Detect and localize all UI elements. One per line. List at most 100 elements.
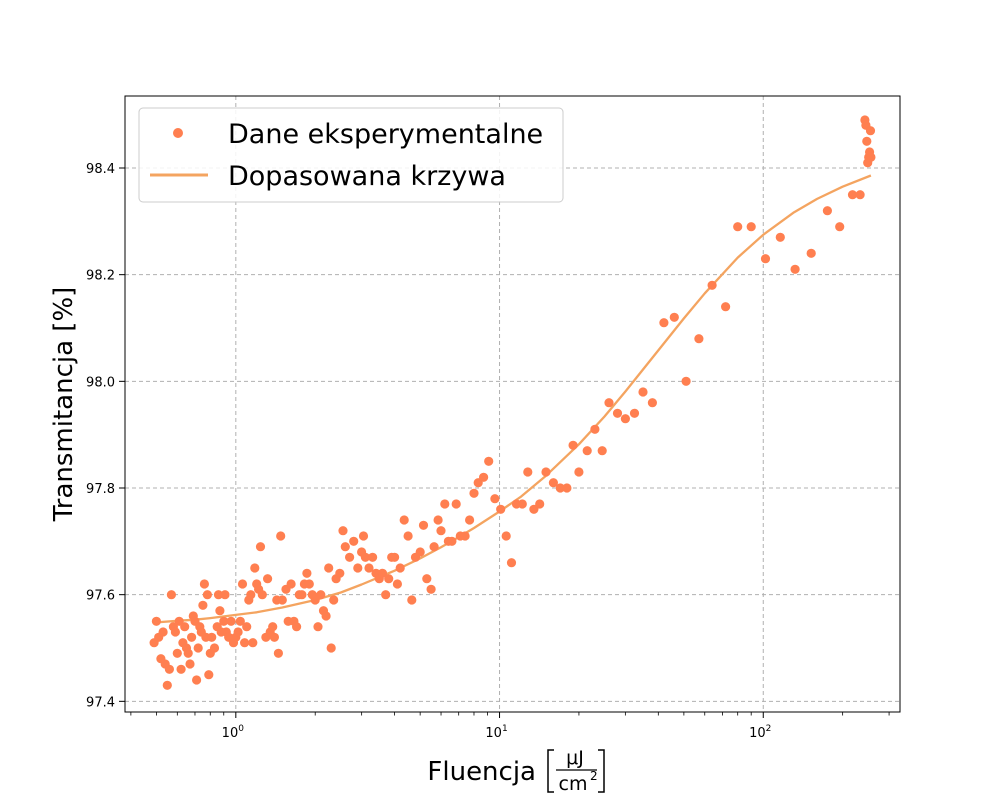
data-point	[263, 574, 273, 584]
data-point	[638, 387, 648, 397]
data-point	[590, 424, 600, 434]
data-point	[377, 568, 388, 578]
data-point	[490, 494, 500, 504]
data-point	[302, 568, 312, 578]
data-point	[582, 446, 592, 456]
x-axis-label: Fluencja	[427, 757, 536, 787]
data-point	[335, 568, 345, 578]
data-point	[555, 483, 565, 493]
data-point	[465, 515, 475, 525]
data-point	[202, 590, 212, 600]
data-point	[496, 504, 506, 514]
legend: Dane eksperymentalne Dopasowana krzywa	[138, 107, 564, 203]
data-point	[806, 248, 816, 258]
data-point	[426, 584, 436, 594]
data-point	[276, 531, 286, 541]
data-point	[292, 622, 302, 632]
data-point	[304, 579, 314, 589]
data-point	[612, 408, 623, 418]
x-tick-exponent: 1	[502, 724, 508, 734]
data-point	[681, 376, 691, 386]
data-point	[242, 622, 252, 632]
data-point	[220, 590, 230, 600]
data-point	[647, 398, 658, 408]
y-tick-label: 98.2	[86, 269, 115, 284]
data-point	[523, 467, 533, 477]
data-point	[479, 472, 489, 482]
y-tick-label: 98.4	[86, 162, 115, 177]
data-point	[277, 595, 287, 605]
scatter-points-layer	[149, 115, 876, 690]
data-point	[451, 499, 461, 509]
data-point	[358, 531, 369, 541]
data-point	[213, 590, 224, 600]
data-point	[484, 456, 494, 466]
data-point	[436, 526, 446, 536]
data-point	[198, 600, 208, 610]
data-point	[164, 664, 174, 674]
x-unit-numerator: μJ	[566, 747, 584, 769]
y-axis-label: Transmitancja [%]	[49, 287, 79, 523]
data-point	[240, 638, 250, 648]
data-point	[541, 467, 551, 477]
data-point	[568, 440, 578, 450]
data-point	[255, 542, 266, 552]
data-point	[248, 638, 258, 648]
data-point	[707, 280, 717, 290]
data-point	[460, 531, 470, 541]
data-point	[574, 467, 584, 477]
data-point	[286, 579, 296, 589]
data-point	[215, 606, 225, 616]
data-point	[193, 643, 203, 653]
data-point	[597, 446, 607, 456]
data-point	[548, 478, 559, 488]
data-point	[407, 595, 417, 605]
data-point	[324, 563, 334, 573]
data-point	[855, 190, 865, 200]
data-point	[268, 622, 278, 632]
data-point	[180, 622, 190, 632]
data-point	[316, 590, 326, 600]
y-tick-label: 97.6	[86, 589, 115, 604]
data-point	[246, 590, 256, 600]
x-unit-bracket-right	[598, 749, 605, 793]
data-point	[172, 648, 182, 658]
data-point	[326, 643, 336, 653]
data-point	[604, 398, 614, 408]
data-point	[209, 643, 220, 653]
data-point	[529, 504, 539, 514]
data-point	[204, 670, 214, 680]
x-axis-label-group: Fluencja μJ cm 2	[427, 747, 605, 795]
data-point	[381, 590, 391, 600]
x-unit-denominator: cm	[559, 773, 588, 795]
data-point	[368, 552, 378, 562]
x-unit-bracket-left	[547, 749, 554, 793]
legend-label-scatter: Dane eksperymentalne	[228, 119, 543, 150]
data-point	[237, 579, 248, 589]
data-point	[862, 136, 872, 146]
data-point	[183, 648, 193, 658]
data-point	[629, 408, 640, 418]
data-point	[415, 547, 425, 557]
x-tick-exponent: 0	[238, 724, 244, 734]
data-point	[721, 302, 731, 312]
data-point	[506, 558, 517, 568]
data-point	[235, 616, 245, 626]
data-point	[353, 563, 363, 573]
data-point	[192, 675, 202, 685]
data-point	[447, 536, 457, 546]
data-point	[321, 611, 331, 621]
data-point	[269, 632, 279, 642]
data-point	[822, 206, 833, 216]
data-point	[422, 574, 432, 584]
x-unit-denominator-exponent: 2	[590, 769, 598, 783]
data-point	[250, 563, 260, 573]
data-point	[395, 563, 405, 573]
data-point	[233, 627, 243, 637]
data-point	[162, 680, 172, 690]
data-point	[659, 318, 669, 328]
data-point	[176, 664, 186, 674]
data-point	[403, 531, 413, 541]
data-point	[418, 520, 429, 530]
